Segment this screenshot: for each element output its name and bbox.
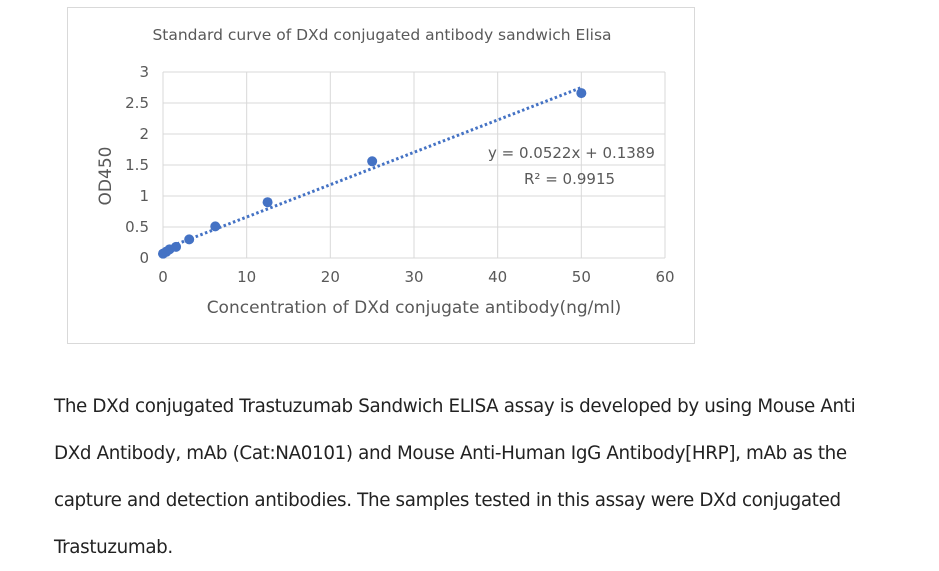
y-tick-label: 2 <box>139 125 149 143</box>
x-tick-label: 30 <box>404 268 423 286</box>
data-point <box>210 221 221 232</box>
x-tick-label: 40 <box>488 268 507 286</box>
y-tick-label: 0.5 <box>125 218 149 236</box>
data-point <box>576 88 587 99</box>
y-tick-label: 1.5 <box>125 156 149 174</box>
x-tick-label: 20 <box>321 268 340 286</box>
data-point <box>262 197 273 208</box>
data-point <box>367 156 378 167</box>
data-point <box>184 234 195 245</box>
trendline-equation: y = 0.0522x + 0.1389 <box>488 144 655 162</box>
y-tick-label: 3 <box>139 63 149 81</box>
y-tick-label: 0 <box>139 249 149 267</box>
standard-curve-chart: Standard curve of DXd conjugated antibod… <box>96 26 675 318</box>
y-tick-label: 2.5 <box>125 94 149 112</box>
assay-description: The DXd conjugated Trastuzumab Sandwich … <box>54 396 856 558</box>
x-axis-label: Concentration of DXd conjugate antibody(… <box>207 298 622 318</box>
trendline <box>162 86 582 251</box>
chart-frame: Standard curve of DXd conjugated antibod… <box>67 7 695 344</box>
x-tick-label: 50 <box>572 268 591 286</box>
x-tick-label: 60 <box>655 268 674 286</box>
trendline-r-squared: R² = 0.9915 <box>524 170 615 188</box>
x-tick-label: 10 <box>237 268 256 286</box>
chart-title: Standard curve of DXd conjugated antibod… <box>152 26 611 44</box>
y-axis-label: OD450 <box>96 147 116 206</box>
x-tick-label: 0 <box>158 268 168 286</box>
data-point <box>171 241 182 252</box>
y-tick-label: 1 <box>139 187 149 205</box>
